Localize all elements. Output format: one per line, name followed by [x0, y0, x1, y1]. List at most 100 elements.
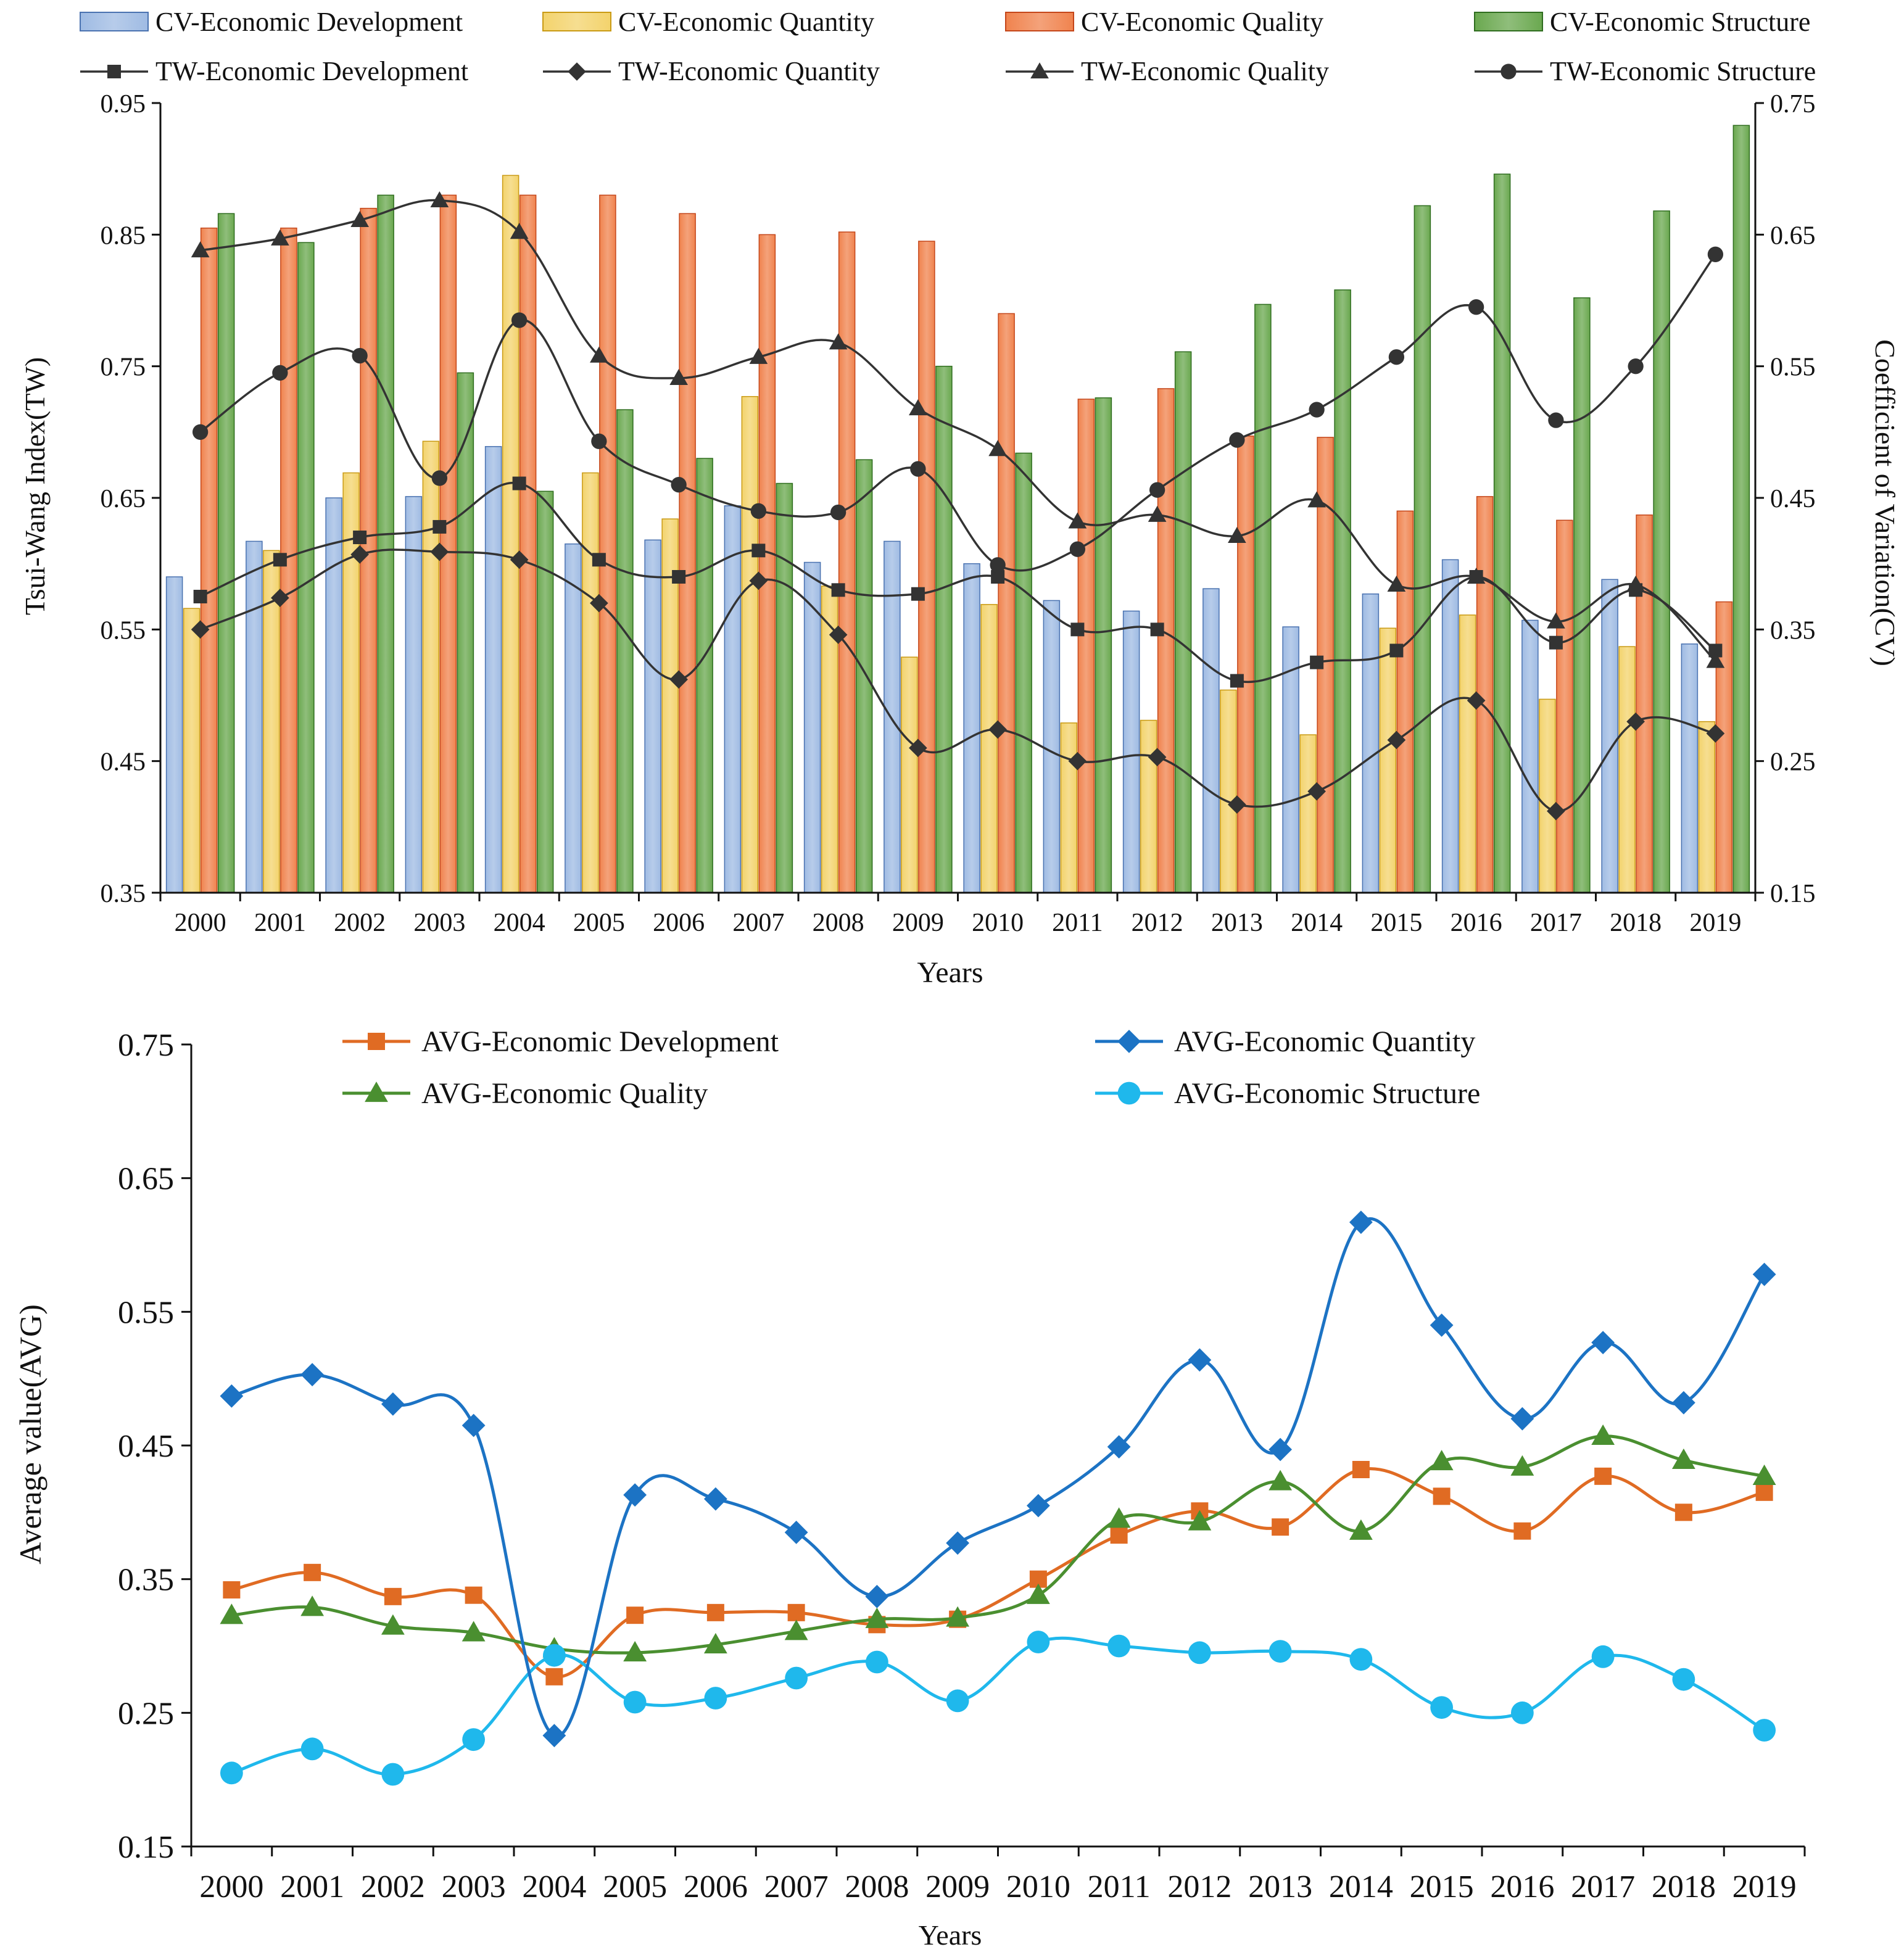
avg-point — [542, 1644, 566, 1667]
avg-point — [1269, 1437, 1293, 1462]
chart1-lines — [191, 191, 1725, 821]
chart2-y-label: Average value(AVG) — [13, 1304, 48, 1565]
cv-bar — [1396, 510, 1414, 893]
legend-label: AVG-Economic Structure — [1174, 1077, 1480, 1110]
y-right-tick-label: 0.15 — [1770, 880, 1816, 908]
avg-point — [946, 1531, 970, 1555]
tw-point — [191, 241, 210, 258]
chart2-legend: AVG-Economic Development AVG-Economic Qua… — [342, 1025, 1480, 1110]
x-tick-label: 2011 — [1052, 909, 1103, 937]
y-tick-label: 0.75 — [118, 1028, 174, 1063]
avg-point — [787, 1603, 805, 1621]
cv-bar — [1077, 399, 1095, 893]
avg-point — [542, 1724, 566, 1748]
tw-point — [510, 223, 529, 239]
tw-point — [1228, 527, 1246, 544]
legend-label: TW-Economic Development — [155, 56, 468, 86]
avg-point — [1027, 1631, 1050, 1653]
legend-label: TW-Economic Quality — [1081, 56, 1329, 86]
x-tick-label: 2004 — [522, 1869, 586, 1904]
tw-point — [1150, 622, 1164, 637]
cv-bar — [901, 656, 918, 893]
chart1-bars — [165, 125, 1750, 893]
tw-point — [192, 424, 209, 440]
cv-bar — [1122, 610, 1140, 893]
avg-point — [1107, 1435, 1131, 1459]
avg-point — [703, 1487, 727, 1511]
y-tick-label: 0.65 — [118, 1162, 174, 1197]
y-left-tick-label: 0.95 — [101, 90, 146, 118]
cv-bar — [536, 490, 554, 893]
cv-bar — [1157, 388, 1175, 893]
y-left-tick-label: 0.85 — [101, 221, 146, 250]
x-tick-label: 2000 — [175, 909, 226, 937]
avg-point — [1430, 1696, 1454, 1719]
tw-point — [271, 229, 289, 246]
avg-line — [231, 1467, 1765, 1679]
cv-bar — [1476, 496, 1494, 893]
chart2-axes: 0.15 0.25 0.35 0.45 0.55 0.65 0.75 2000 2001 2002… — [118, 1028, 1806, 1904]
tw-point — [191, 620, 210, 639]
cv-bar — [1254, 304, 1272, 893]
avg-point — [1269, 1470, 1293, 1491]
legend-label: AVG-Economic Quality — [421, 1077, 708, 1110]
avg-point — [865, 1650, 888, 1674]
y-left-tick-label: 0.45 — [101, 748, 146, 777]
legend-label: TW-Economic Quantity — [618, 56, 880, 86]
avg-point — [623, 1640, 647, 1662]
tw-point — [830, 504, 846, 521]
tw-point — [430, 191, 449, 208]
avg-point — [1755, 1483, 1773, 1501]
cv-bar — [963, 563, 980, 893]
cv-bar — [1556, 519, 1573, 893]
cv-bar — [980, 604, 998, 893]
tw-point — [1626, 575, 1645, 592]
cv-bar — [1140, 719, 1157, 893]
cv-bar — [935, 365, 953, 893]
tw-point — [1467, 568, 1486, 584]
avg-point — [1433, 1487, 1451, 1505]
x-tick-label: 2010 — [1006, 1869, 1070, 1904]
cv-bar — [1220, 689, 1237, 893]
avg-point — [300, 1737, 324, 1761]
avg-point — [784, 1520, 808, 1544]
cv-bar — [217, 213, 235, 893]
x-tick-label: 2009 — [892, 909, 944, 937]
tw-point — [271, 589, 289, 607]
tw-point — [591, 433, 607, 449]
legend-swatch — [1474, 12, 1543, 31]
avg-point — [1594, 1467, 1612, 1485]
tw-point — [510, 550, 529, 569]
x-tick-label: 2015 — [1370, 909, 1422, 937]
cv-bar — [884, 540, 901, 893]
tw-point — [350, 211, 369, 228]
x-tick-label: 2008 — [813, 909, 864, 937]
cv-bar — [918, 241, 935, 893]
tw-point — [1468, 299, 1484, 315]
tw-point — [193, 590, 207, 603]
x-tick-label: 2001 — [280, 1869, 344, 1904]
tw-point — [1706, 651, 1725, 668]
avg-point — [1430, 1450, 1454, 1471]
x-tick-label: 2014 — [1329, 1869, 1393, 1904]
cv-bar — [1015, 452, 1032, 893]
avg-point — [1752, 1464, 1776, 1486]
tw-point — [590, 346, 608, 363]
cv-bar — [1521, 619, 1539, 893]
avg-point — [1107, 1507, 1131, 1528]
tw-point — [1149, 482, 1165, 498]
cv-bar — [1237, 435, 1254, 893]
avg-point — [1513, 1522, 1531, 1540]
cv-bar — [405, 496, 423, 893]
cv-bar — [644, 539, 661, 893]
avg-point — [1430, 1313, 1454, 1337]
x-tick-label: 2010 — [972, 909, 1024, 937]
y-tick-label: 0.45 — [118, 1429, 174, 1464]
legend-label: AVG-Economic Development — [421, 1025, 779, 1058]
tw-point — [1148, 505, 1167, 522]
tw-point — [1549, 635, 1563, 650]
x-tick-label: 2019 — [1689, 909, 1741, 937]
avg-point — [623, 1483, 647, 1507]
tw-point — [1307, 491, 1326, 508]
y-tick-label: 0.35 — [118, 1563, 174, 1598]
